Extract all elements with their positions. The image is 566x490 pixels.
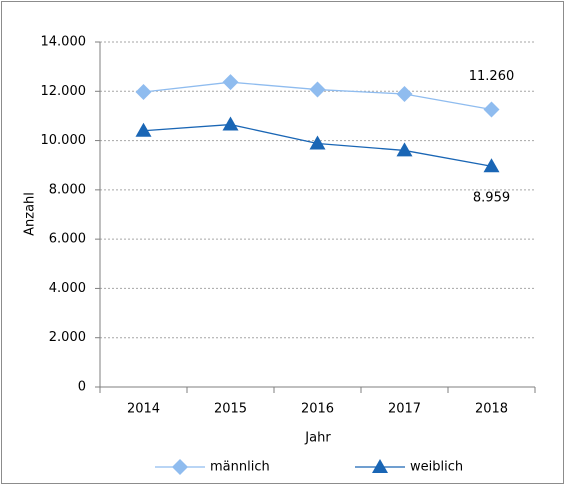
x-tick-label: 2018 — [475, 402, 508, 417]
y-tick-label: 10.000 — [41, 133, 87, 148]
x-tick-label: 2014 — [127, 402, 160, 417]
legend-marker — [372, 459, 388, 473]
marker — [483, 101, 500, 118]
marker — [135, 122, 152, 137]
marker — [222, 74, 239, 91]
marker — [309, 81, 326, 98]
marker — [309, 135, 326, 150]
x-tick-label: 2017 — [388, 402, 421, 417]
marker — [222, 116, 239, 131]
y-tick-label: 8.000 — [49, 182, 86, 197]
marker — [396, 85, 413, 102]
y-tick-label: 12.000 — [41, 84, 87, 99]
y-tick-label: 2.000 — [49, 330, 86, 345]
legend-label: männlich — [210, 460, 270, 475]
y-tick-label: 14.000 — [41, 35, 87, 50]
y-axis-label: Anzahl — [23, 192, 38, 236]
legend-marker — [172, 459, 188, 475]
x-tick-label: 2015 — [214, 402, 247, 417]
marker — [135, 84, 152, 101]
data-label: 8.959 — [473, 191, 510, 206]
legend-label: weiblich — [410, 460, 463, 475]
marker — [483, 158, 500, 173]
marker — [396, 142, 413, 157]
x-tick-label: 2016 — [301, 402, 334, 417]
data-label: 11.260 — [469, 69, 515, 84]
y-tick-label: 6.000 — [49, 232, 86, 247]
x-axis-label: Jahr — [304, 431, 331, 446]
y-tick-label: 0 — [78, 380, 86, 395]
y-tick-label: 4.000 — [49, 281, 86, 296]
